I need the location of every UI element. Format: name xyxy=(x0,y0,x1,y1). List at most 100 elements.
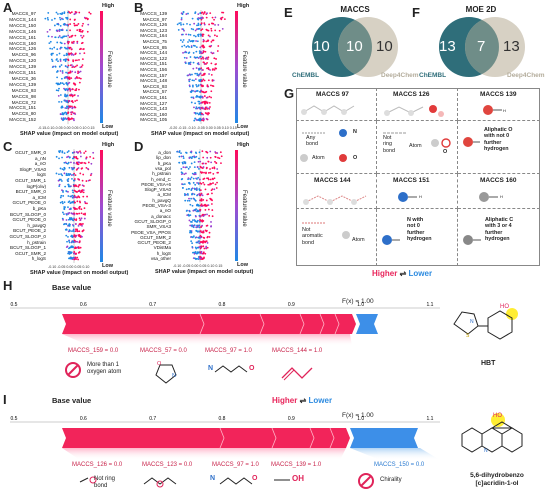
shap-point xyxy=(214,29,217,32)
i-force-plot: 0.5 0.6 0.7 0.8 0.9 1.0 1.1 xyxy=(10,416,440,460)
feature-label: vsa_pol xyxy=(155,165,171,171)
shap-point xyxy=(73,162,75,164)
shap-point xyxy=(71,88,74,91)
shap-point xyxy=(67,206,69,209)
shap-point xyxy=(187,33,190,36)
shap-point xyxy=(68,223,71,225)
shap-point xyxy=(80,162,83,165)
shap-point xyxy=(195,84,198,86)
shap-point xyxy=(188,199,191,202)
shap-point xyxy=(201,231,204,234)
shap-point xyxy=(82,189,85,192)
shap-point xyxy=(81,36,84,39)
shap-point xyxy=(207,172,210,174)
shap-point xyxy=(195,247,198,250)
shap-point xyxy=(47,18,49,21)
shap-point xyxy=(79,52,81,55)
shap-point xyxy=(71,240,74,243)
shap-point xyxy=(85,156,88,159)
shap-point xyxy=(76,157,79,160)
shap-point xyxy=(207,204,210,207)
shap-point xyxy=(84,150,87,153)
shap-point xyxy=(64,88,66,91)
shap-point xyxy=(62,117,65,120)
shap-point xyxy=(61,156,63,159)
cell-not-ring-bond: Not ring bond Atom O xyxy=(377,121,458,174)
shap-point xyxy=(217,24,220,26)
shap-point xyxy=(202,33,205,36)
shap-point xyxy=(74,12,77,15)
shap-point xyxy=(76,230,79,233)
shap-point xyxy=(69,195,72,198)
shap-point xyxy=(214,24,216,26)
feature-label: MACCS_151 xyxy=(9,70,36,75)
shap-point xyxy=(202,166,205,168)
shap-point xyxy=(198,242,201,244)
shap-point xyxy=(185,13,188,15)
shap-point xyxy=(193,235,195,238)
shap-point xyxy=(204,205,207,207)
shap-point xyxy=(80,65,83,68)
shap-point xyxy=(78,81,81,84)
grid-g-cells: MACCS 97 MACCS 126 MACCS 139 H Any bond … xyxy=(296,88,540,266)
feature-label: MACCS_127 xyxy=(140,100,167,106)
shap-point xyxy=(58,178,61,181)
shap-point xyxy=(200,57,203,60)
cell-maccs160: MACCS 160 H xyxy=(458,174,540,209)
shap-point xyxy=(66,174,69,177)
shap-point xyxy=(92,151,95,154)
h-molecule-name: HBT xyxy=(481,360,496,367)
shap-point xyxy=(206,204,209,207)
venn-e xyxy=(312,17,398,77)
shap-point xyxy=(183,161,186,163)
shap-point xyxy=(198,192,201,195)
feature-label: MACCS_151 xyxy=(140,61,167,67)
shap-point xyxy=(74,71,77,74)
shap-point xyxy=(204,91,207,94)
shap-point xyxy=(217,171,219,174)
shap-point xyxy=(180,178,183,181)
shap-point xyxy=(76,163,79,166)
shap-point xyxy=(210,183,213,185)
feature-label: GCUT_PEOE_0 xyxy=(12,217,46,223)
shap-point xyxy=(205,63,207,65)
shap-point xyxy=(207,39,209,42)
x-axis-label: SHAP value (impact on model output) xyxy=(30,270,129,276)
shap-point xyxy=(72,60,75,63)
shap-point xyxy=(55,11,58,14)
shap-point xyxy=(73,184,75,187)
shap-point xyxy=(63,172,66,175)
s-atom-label: S xyxy=(466,333,470,339)
shap-panel-d: a_don lip_don h_pKa vsa_pol h_pstrain h_emd_C… xyxy=(131,139,271,277)
shap-point xyxy=(176,150,178,153)
shap-point xyxy=(197,33,200,36)
feature-label: MACCS_126 xyxy=(140,22,167,28)
shap-point xyxy=(58,100,60,103)
shap-point xyxy=(67,34,70,37)
shap-point xyxy=(200,252,203,255)
shap-point xyxy=(74,208,77,210)
x-axis-label: SHAP value (impact on model output) xyxy=(151,131,250,137)
shap-point xyxy=(208,112,210,115)
shap-point xyxy=(69,88,72,91)
feature-label: h_pavgQ xyxy=(152,197,171,203)
shap-point xyxy=(212,52,215,54)
feature-label: MACCS_156 xyxy=(140,67,167,72)
shap-point xyxy=(74,201,76,204)
shap-point xyxy=(67,46,69,49)
shap-point xyxy=(209,69,211,71)
shap-point xyxy=(57,94,60,97)
shap-point xyxy=(67,40,69,43)
feature-label: GCUT_SLOGP_0 xyxy=(134,218,171,224)
shap-point xyxy=(67,180,69,183)
shap-point xyxy=(77,167,80,169)
shap-point xyxy=(185,57,188,59)
shap-point xyxy=(81,29,84,32)
shap-point xyxy=(66,240,68,243)
shap-point xyxy=(187,177,190,180)
colorbar xyxy=(100,11,103,124)
shap-point xyxy=(205,58,207,60)
shap-point xyxy=(201,96,204,99)
shap-point xyxy=(207,160,210,163)
shap-point xyxy=(81,189,84,191)
